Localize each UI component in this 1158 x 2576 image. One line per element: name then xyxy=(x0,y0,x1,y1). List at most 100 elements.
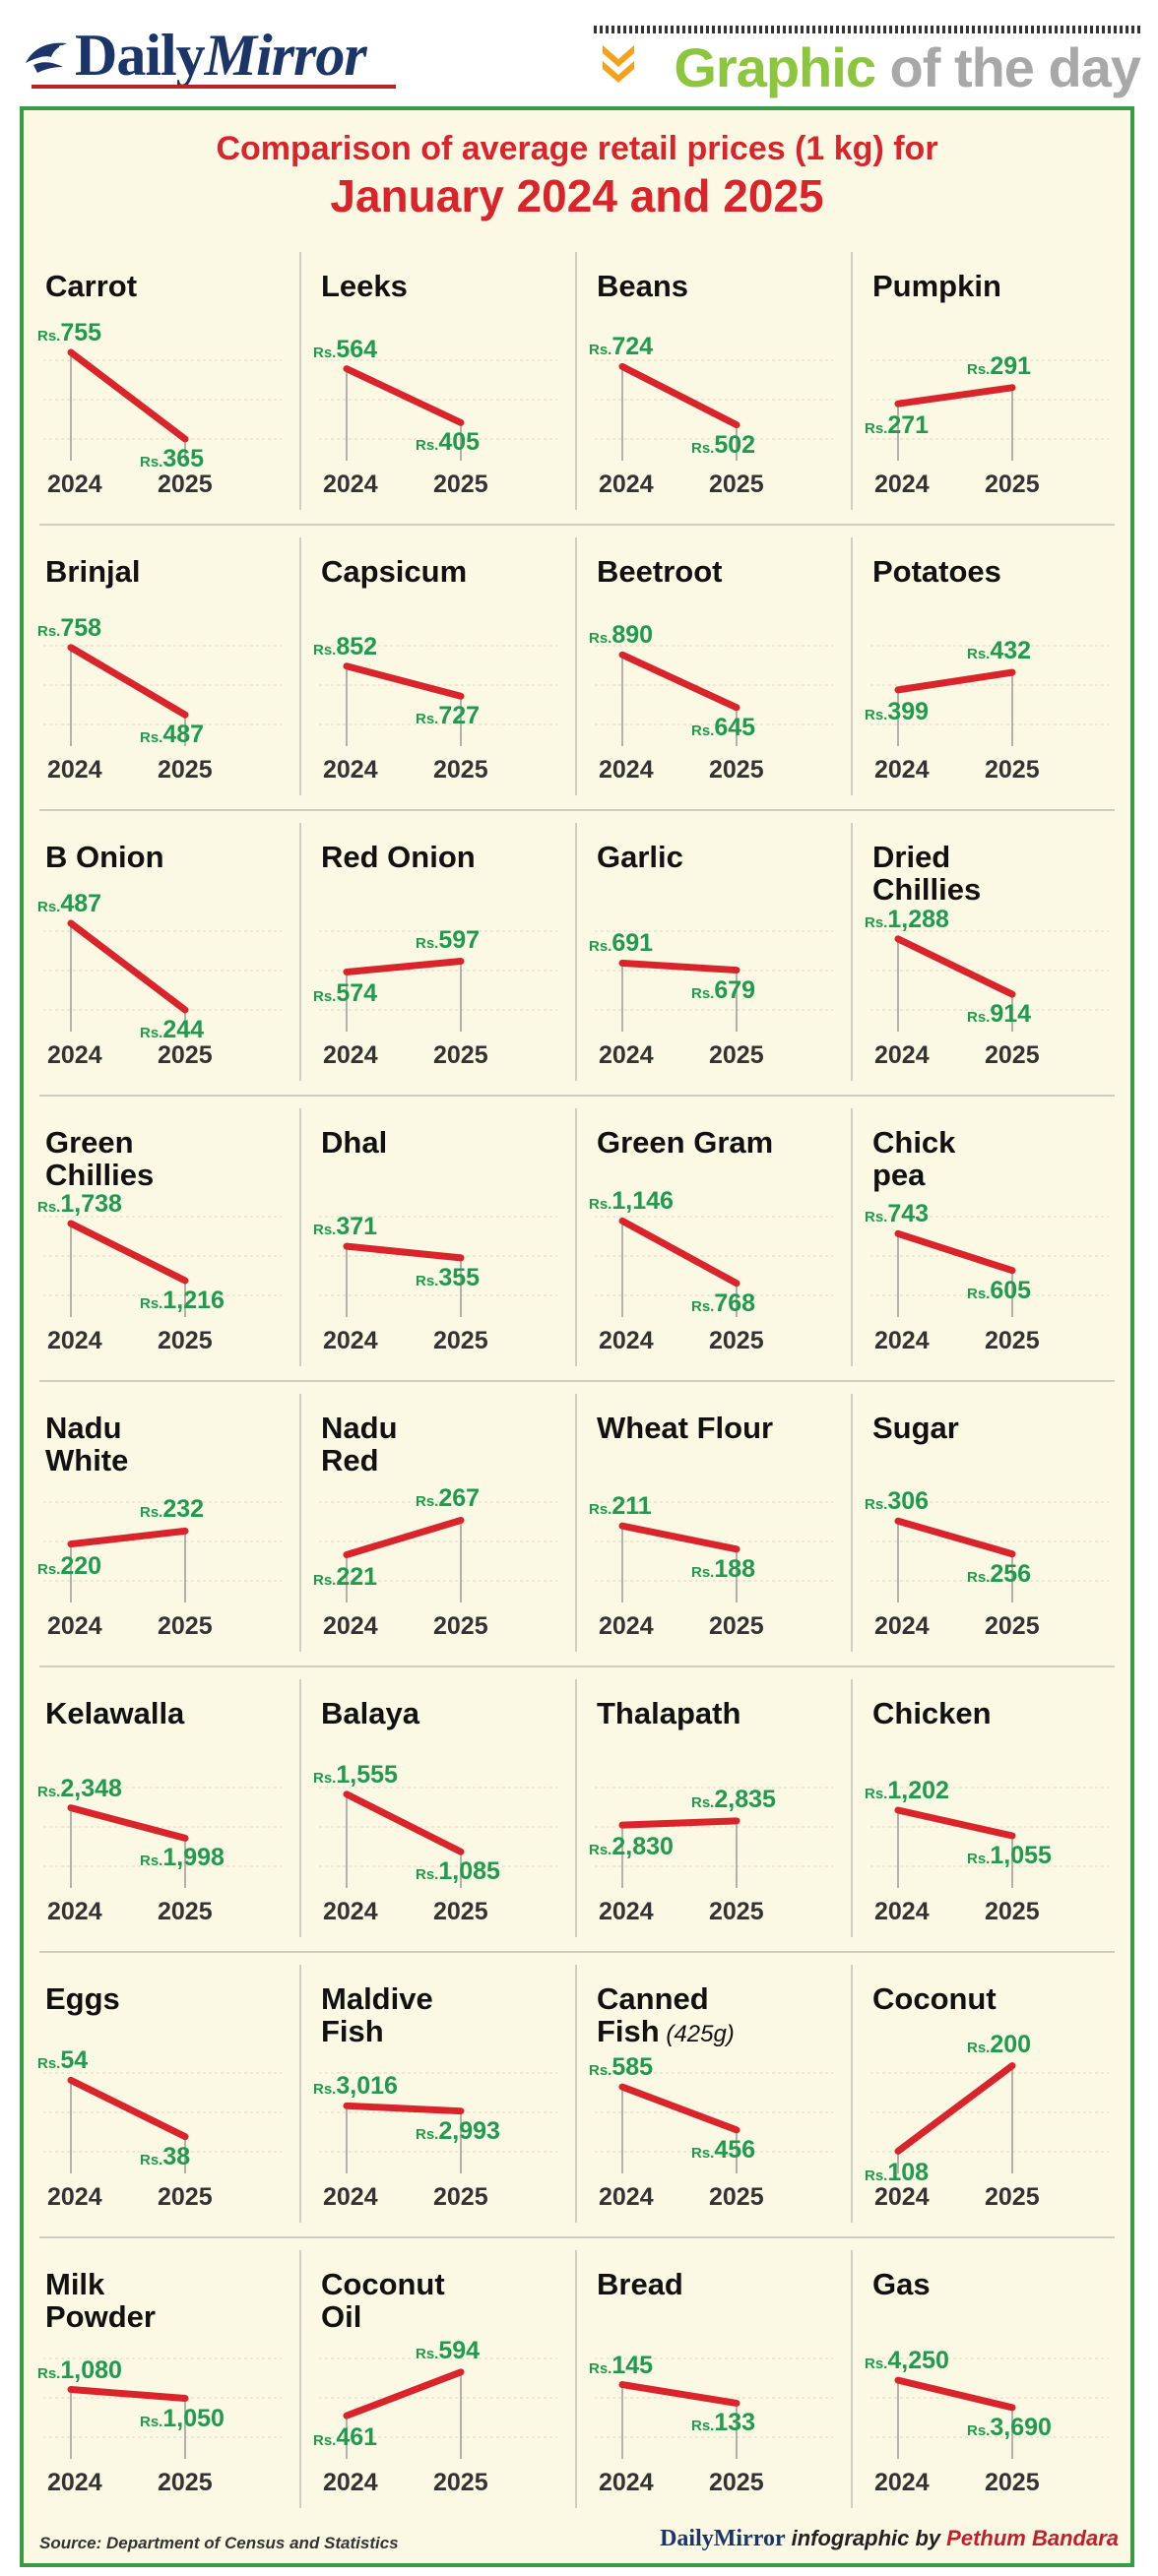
item-name: Beetroot xyxy=(597,555,722,588)
column-divider xyxy=(575,1965,577,2223)
price-label-2025: Rs.502 xyxy=(691,431,755,460)
year-label-2025: 2025 xyxy=(709,1898,764,1925)
panel-plot xyxy=(870,1787,1109,1888)
price-value: 890 xyxy=(611,621,654,650)
price-label-2024: Rs.1,555 xyxy=(313,1761,398,1790)
year-label-2025: 2025 xyxy=(158,1327,213,1354)
currency-label: Rs. xyxy=(691,1297,715,1315)
panel-plot xyxy=(870,1501,1109,1602)
price-value: 743 xyxy=(887,1200,930,1228)
column-divider xyxy=(299,1108,301,1366)
currency-label: Rs. xyxy=(313,1222,337,1239)
item-name-text: Leeks xyxy=(321,269,408,303)
item-name: Milk Powder xyxy=(45,2268,156,2333)
year-label-2025: 2025 xyxy=(158,756,213,784)
year-label-2024: 2024 xyxy=(874,471,930,498)
year-label-2025: 2025 xyxy=(985,2469,1040,2496)
currency-label: Rs. xyxy=(313,1769,337,1787)
year-label-2024: 2024 xyxy=(323,756,378,784)
year-label-2024: 2024 xyxy=(874,1327,930,1354)
panel-plot xyxy=(319,1787,557,1888)
price-label-2024: Rs.2,348 xyxy=(37,1775,122,1803)
price-label-2025: Rs.405 xyxy=(416,428,480,457)
year-label-2024: 2024 xyxy=(599,2469,654,2496)
currency-label: Rs. xyxy=(691,2418,715,2435)
currency-label: Rs. xyxy=(416,934,439,952)
year-label-2024: 2024 xyxy=(599,1612,654,1640)
year-label-2025: 2025 xyxy=(985,2183,1040,2211)
currency-label: Rs. xyxy=(865,420,888,438)
price-value: 399 xyxy=(887,697,930,725)
price-label-2025: Rs.605 xyxy=(967,1277,1031,1305)
item-name-text: Eggs xyxy=(45,1981,120,2016)
price-label-2024: Rs.758 xyxy=(37,614,101,643)
price-label-2025: Rs.291 xyxy=(967,352,1031,381)
price-line xyxy=(894,1517,1016,1558)
column-divider xyxy=(575,537,577,795)
price-label-2025: Rs.1,216 xyxy=(140,1287,225,1315)
price-value: 574 xyxy=(336,979,378,1008)
column-divider xyxy=(575,1108,577,1366)
price-label-2024: Rs.2,830 xyxy=(589,1833,674,1861)
price-value: 38 xyxy=(162,2142,191,2170)
year-label-2024: 2024 xyxy=(323,471,378,498)
item-name: Nadu Red xyxy=(321,1412,398,1476)
item-name: Brinjal xyxy=(45,555,140,588)
item-name: Balaya xyxy=(321,1697,419,1729)
price-label-2024: Rs.585 xyxy=(589,2053,653,2082)
price-label-2024: Rs.271 xyxy=(865,411,929,440)
item-name: B Onion xyxy=(45,841,164,873)
panel-green-gram: Green Gram Rs.1,146 Rs.768 2024 2025 xyxy=(581,1099,847,1374)
item-name: Dhal xyxy=(321,1126,387,1159)
panel-maldive-fish: Maldive Fish Rs.3,016 Rs.2,993 2024 2025 xyxy=(305,1955,571,2230)
price-value: 605 xyxy=(990,1276,1032,1304)
currency-label: Rs. xyxy=(589,2359,612,2377)
panel-chicken: Chicken Rs.1,202 Rs.1,055 2024 2025 xyxy=(857,1669,1123,1945)
price-value: 2,830 xyxy=(611,1833,674,1861)
year-label-2024: 2024 xyxy=(323,2183,378,2211)
panel-plot xyxy=(43,919,282,1032)
item-name-text: Capsicum xyxy=(321,554,468,589)
currency-label: Rs. xyxy=(865,1785,888,1802)
panel-plot xyxy=(595,645,833,746)
currency-label: Rs. xyxy=(140,454,163,471)
price-label-2024: Rs.220 xyxy=(37,1552,101,1581)
item-name-text: Garlic xyxy=(597,840,683,874)
price-value: 432 xyxy=(990,637,1032,665)
price-value: 271 xyxy=(887,411,930,440)
year-label-2024: 2024 xyxy=(47,471,102,498)
panel-coconut-oil: Coconut Oil Rs.461 Rs.594 2024 2025 xyxy=(305,2240,571,2516)
item-name-text: Beans xyxy=(597,269,689,303)
price-label-2025: Rs.1,085 xyxy=(416,1857,500,1886)
price-value: 461 xyxy=(336,2423,378,2452)
year-label-2025: 2025 xyxy=(985,1041,1040,1069)
currency-label: Rs. xyxy=(140,1853,163,1870)
price-value: 1,555 xyxy=(336,1760,398,1789)
item-name-text: Bread xyxy=(597,2267,683,2301)
panel-nadu-red: Nadu Red Rs.221 Rs.267 2024 2025 xyxy=(305,1384,571,1660)
currency-label: Rs. xyxy=(589,2062,612,2080)
price-line xyxy=(343,2102,465,2115)
year-label-2025: 2025 xyxy=(433,1327,488,1354)
item-name-text: Green Chillies xyxy=(45,1125,155,1192)
column-divider xyxy=(299,823,301,1081)
currency-label: Rs. xyxy=(589,1842,612,1859)
price-value: 1,288 xyxy=(887,905,949,933)
price-value: 405 xyxy=(438,428,481,457)
item-size-note: (425g) xyxy=(659,2021,735,2047)
currency-label: Rs. xyxy=(967,1285,991,1302)
currency-label: Rs. xyxy=(313,988,337,1006)
year-label-2025: 2025 xyxy=(709,2469,764,2496)
price-value: 585 xyxy=(611,2053,654,2082)
price-grid: Carrot Rs.755 Rs.365 2024 2025 Leeks Rs.564 Rs.… xyxy=(24,110,1130,2563)
price-line xyxy=(618,2083,740,2134)
year-label-2025: 2025 xyxy=(158,471,213,498)
gotd-word-graphic: Graphic xyxy=(674,36,876,98)
item-name-text: Wheat Flour xyxy=(597,1411,774,1445)
price-value: 365 xyxy=(162,445,205,472)
price-value: 679 xyxy=(714,975,756,1004)
price-value: 1,202 xyxy=(887,1776,949,1804)
currency-label: Rs. xyxy=(313,1571,337,1589)
panel-leeks: Leeks Rs.564 Rs.405 2024 2025 xyxy=(305,242,571,518)
item-name: Maldive Fish xyxy=(321,1982,433,2047)
